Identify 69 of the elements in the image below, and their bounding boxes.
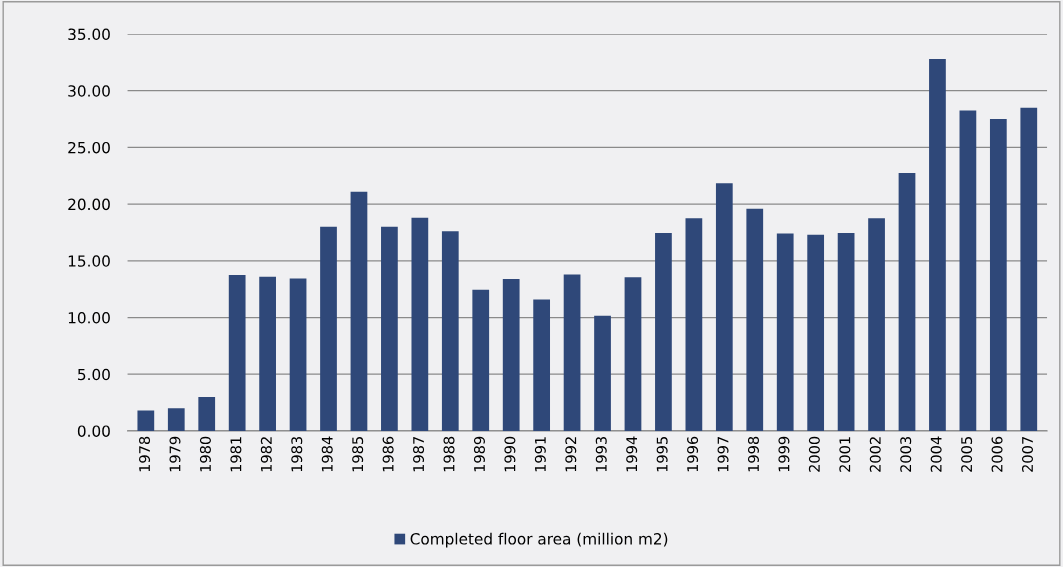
bar xyxy=(350,191,368,431)
bar xyxy=(167,408,185,431)
x-tick-label: 1985 xyxy=(352,437,364,472)
x-tick-label: 1990 xyxy=(504,436,516,472)
x-tick-label: 1989 xyxy=(473,436,485,472)
bar xyxy=(441,231,459,431)
bar xyxy=(807,234,825,431)
x-tick-label: 1997 xyxy=(717,437,729,472)
x-tick-label: 2000 xyxy=(808,436,820,472)
y-tick-label: 10.00 xyxy=(68,311,110,324)
x-tick-label: 2005 xyxy=(961,437,973,472)
bar xyxy=(1020,107,1038,431)
y-tick-label: 25.00 xyxy=(68,141,110,154)
x-tick-label: 1998 xyxy=(747,436,759,472)
y-tick-label: 30.00 xyxy=(68,85,110,97)
bar xyxy=(289,278,307,431)
x-tick-label: 2001 xyxy=(839,437,851,472)
bar xyxy=(837,233,855,431)
x-tick-label: 1987 xyxy=(413,437,425,472)
bar xyxy=(989,119,1007,431)
x-tick-label: 1999 xyxy=(778,436,790,472)
x-tick-label: 1983 xyxy=(291,436,303,472)
x-tick-label: 1993 xyxy=(595,436,607,472)
bar xyxy=(868,218,885,431)
bar xyxy=(381,226,398,431)
y-tick-label: 5.00 xyxy=(78,368,110,381)
x-tick-label: 2003 xyxy=(900,436,912,472)
bar xyxy=(137,410,155,431)
bar xyxy=(228,275,246,431)
bar xyxy=(624,277,642,431)
x-tick-label: 1991 xyxy=(534,437,546,472)
x-tick-label: 1988 xyxy=(443,436,455,472)
bar xyxy=(776,233,794,431)
bar xyxy=(959,110,977,431)
bar xyxy=(655,233,672,431)
x-tick-label: 2002 xyxy=(869,437,881,472)
bar xyxy=(533,299,551,431)
bar xyxy=(929,58,946,431)
bar xyxy=(685,218,703,431)
x-tick-label: 1984 xyxy=(321,436,333,472)
x-tick-label: 1986 xyxy=(382,436,394,472)
x-tick-label: 1996 xyxy=(687,436,699,472)
bar xyxy=(502,278,520,431)
y-tick-label: 0.00 xyxy=(77,425,110,437)
y-tick-label: 35.00 xyxy=(68,28,110,41)
bar xyxy=(898,172,916,431)
y-tick-label: 15.00 xyxy=(68,255,110,267)
bar xyxy=(198,396,216,431)
x-tick-label: 1994 xyxy=(626,436,638,472)
x-tick-label: 2007 xyxy=(1021,437,1034,472)
x-tick-label: 1978 xyxy=(139,436,151,472)
x-tick-label: 2006 xyxy=(991,436,1003,472)
bar xyxy=(563,274,581,431)
bar xyxy=(746,208,764,431)
x-tick-label: 2004 xyxy=(930,436,942,472)
bar xyxy=(259,276,276,431)
x-tick-label: 1992 xyxy=(565,437,577,472)
x-tick-label: 1980 xyxy=(199,436,211,472)
x-tick-label: 1981 xyxy=(230,437,242,472)
x-tick-label: 1995 xyxy=(656,437,668,472)
bar xyxy=(715,183,733,431)
x-tick-label: 1979 xyxy=(169,436,181,472)
bar xyxy=(320,226,337,431)
bar xyxy=(594,315,611,431)
y-tick-label: 20.00 xyxy=(68,198,110,211)
bar xyxy=(472,289,490,431)
bar xyxy=(411,217,429,431)
legend-label: Completed floor area (million m2) xyxy=(410,532,668,548)
x-tick-label: 1982 xyxy=(260,437,272,472)
